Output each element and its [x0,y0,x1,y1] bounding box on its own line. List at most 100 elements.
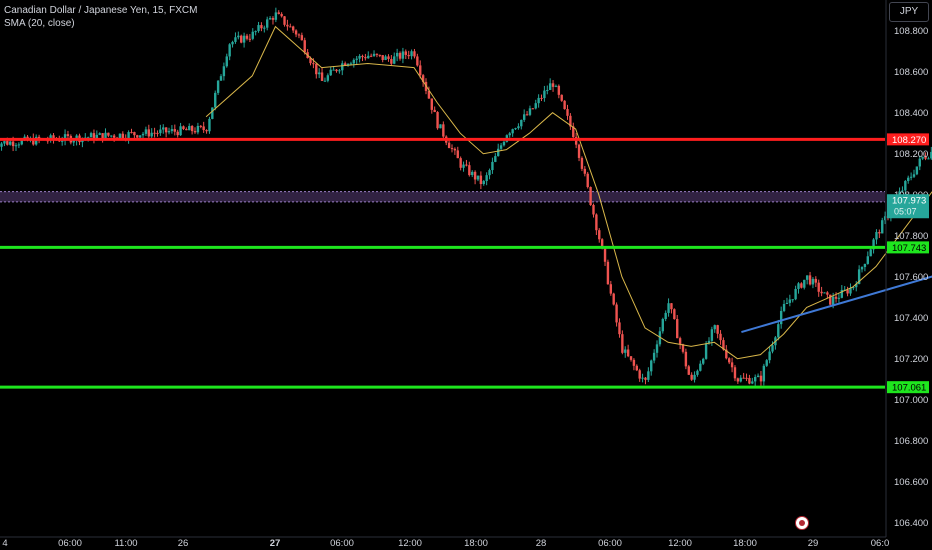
candle-body [352,59,356,64]
candle-body [580,157,584,169]
candle-body [60,140,64,142]
candle-body [930,151,932,159]
candle-body [733,367,737,379]
candle-body [283,16,286,25]
candle-body [141,133,145,136]
candle-body [615,304,618,323]
candle-body [49,135,52,141]
sma-line [205,25,932,360]
candle-body [176,131,179,136]
y-tick-label: 107.200 [894,354,928,365]
x-tick-label: 26 [178,538,189,549]
chart-legend: Canadian Dollar / Japanese Yen, 15, FXCM… [4,4,197,30]
candle-body [566,109,569,116]
candle-body [205,130,208,132]
x-tick-label: 18:00 [464,538,488,549]
candle-body [647,371,650,380]
candle-body [427,90,431,99]
candle-body [271,18,275,20]
candle-body [20,139,23,145]
record-icon[interactable] [795,516,809,530]
candle-body [826,292,829,295]
currency-button[interactable]: JPY [889,2,929,22]
candle-body [583,168,587,174]
candle-body [364,57,367,59]
candle-body [315,63,318,75]
candle-body [211,107,214,119]
candle-body [525,114,529,116]
trend-line[interactable] [741,193,932,333]
candle-body [626,349,630,357]
y-tick-label: 108.400 [894,108,928,119]
candle-body [557,85,561,95]
candle-body [297,34,301,36]
candle-body [309,58,312,64]
candle-body [696,370,699,375]
candle-body [439,124,442,129]
candle-body [395,52,399,57]
candle-body [782,303,786,311]
candle-body [722,340,725,350]
level-price-label: 107.061 [892,383,926,394]
candle-body [63,134,67,141]
candle-body [704,343,708,359]
candle-body [11,141,15,147]
candle-body [673,309,676,320]
candle-body [188,126,191,131]
candle-body [563,100,566,110]
candle-body [499,145,503,149]
candle-body [745,377,748,379]
candle-body [459,158,462,168]
candle-body [574,137,578,145]
candle-body [407,54,410,57]
candle-body [225,56,228,67]
candle-body [687,366,690,375]
x-tick-label: 18:00 [733,538,757,549]
candle-body [237,35,240,38]
candle-body [777,324,780,338]
current-price-label: 107.973 [892,196,926,207]
candle-body [820,291,823,294]
candle-body [606,261,610,285]
x-tick-label: 12:00 [668,538,692,549]
candle-body [430,98,433,110]
candle-body [497,148,500,157]
level-price-label: 107.743 [892,243,926,254]
candle-body [655,344,659,353]
candle-body [520,119,523,127]
candle-body [883,216,887,221]
candle-body [765,360,768,366]
candle-body [413,51,416,57]
y-tick-label: 107.400 [894,313,928,324]
candle-body [803,279,806,288]
candle-body [32,138,35,145]
candle-body [612,293,615,305]
candle-body [785,302,789,304]
candle-body [756,375,760,377]
candle-body [667,303,670,313]
y-tick-label: 107.600 [894,272,928,283]
candle-body [162,127,165,130]
candle-body [202,126,205,131]
current-price-tag [887,194,929,219]
candle-body [372,53,376,56]
candle-body [294,30,298,35]
candle-body [811,278,815,285]
candle-body [14,145,18,147]
x-tick-label: 11:00 [114,538,137,549]
candle-body [289,26,292,28]
level-price-label: 108.270 [892,135,926,146]
candle-body [257,25,260,32]
candle-body [901,190,904,192]
candle-body [384,56,387,60]
candle-body [107,132,110,136]
y-tick-label: 108.600 [894,67,928,78]
candle-body [95,134,99,140]
candle-body [846,289,849,294]
candle-body [118,133,122,139]
candle-body [9,141,12,145]
candle-body [0,143,3,147]
candle-body [98,133,101,135]
candle-body [150,132,153,137]
